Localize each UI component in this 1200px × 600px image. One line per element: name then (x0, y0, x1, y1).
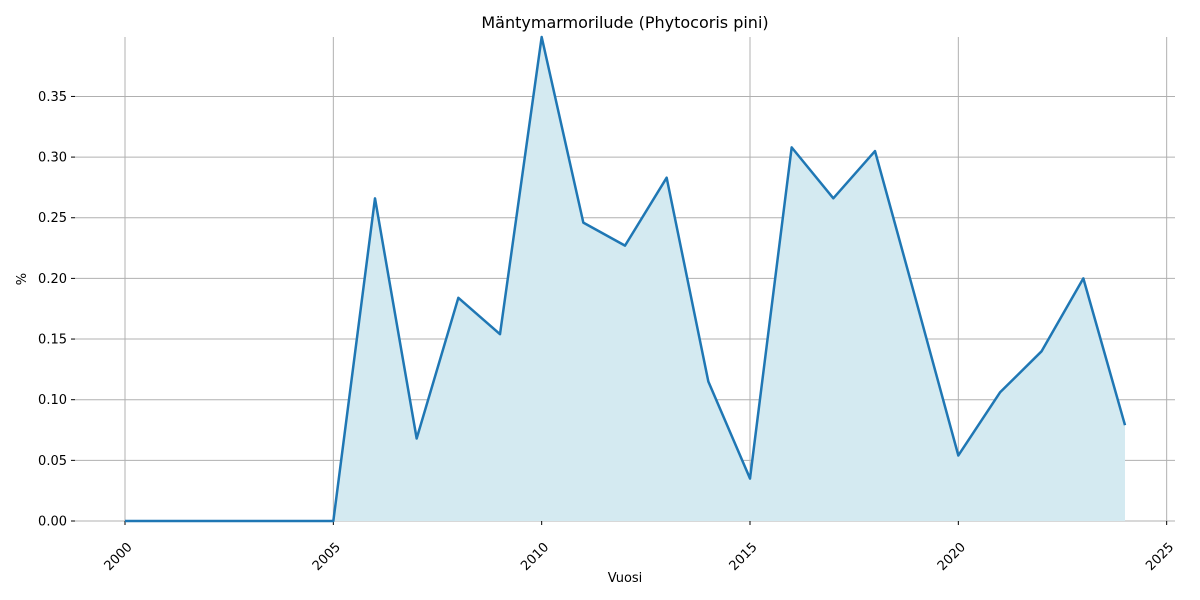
y-tick-label: 0.25 (38, 211, 67, 226)
chart-title: Mäntymarmorilude (Phytocoris pini) (481, 13, 768, 32)
line (125, 35, 1127, 523)
x-tick-label: 2000 (102, 540, 136, 574)
x-tick-label: 2015 (727, 540, 761, 574)
x-axis-label: Vuosi (608, 571, 643, 586)
x-tick-label: 2010 (518, 540, 552, 574)
y-tick-label: 0.10 (38, 393, 67, 408)
x-tick-label: 2025 (1143, 540, 1177, 574)
y-tick-label: 0.20 (38, 272, 67, 287)
y-tick-label: 0.00 (38, 515, 67, 530)
y-axis-label: % (15, 273, 30, 285)
x-tick-label: 2020 (935, 540, 969, 574)
area (125, 37, 1125, 521)
y-tick-label: 0.05 (38, 454, 67, 469)
y-tick-label: 0.35 (38, 90, 67, 105)
y-tick-label: 0.30 (38, 151, 67, 166)
x-tick-label: 2005 (310, 540, 344, 574)
y-tick-label: 0.15 (38, 333, 67, 348)
